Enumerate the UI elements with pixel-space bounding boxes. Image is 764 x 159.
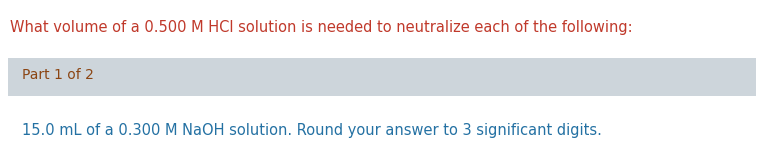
Bar xyxy=(8,58,756,96)
Text: Part 1 of 2: Part 1 of 2 xyxy=(22,68,94,82)
Text: 15.0 mL of a 0.300 M NaOH solution. Round your answer to 3 significant digits.: 15.0 mL of a 0.300 M NaOH solution. Roun… xyxy=(22,123,602,138)
Text: What volume of a 0.500 M HCl solution is needed to neutralize each of the follow: What volume of a 0.500 M HCl solution is… xyxy=(10,20,633,35)
